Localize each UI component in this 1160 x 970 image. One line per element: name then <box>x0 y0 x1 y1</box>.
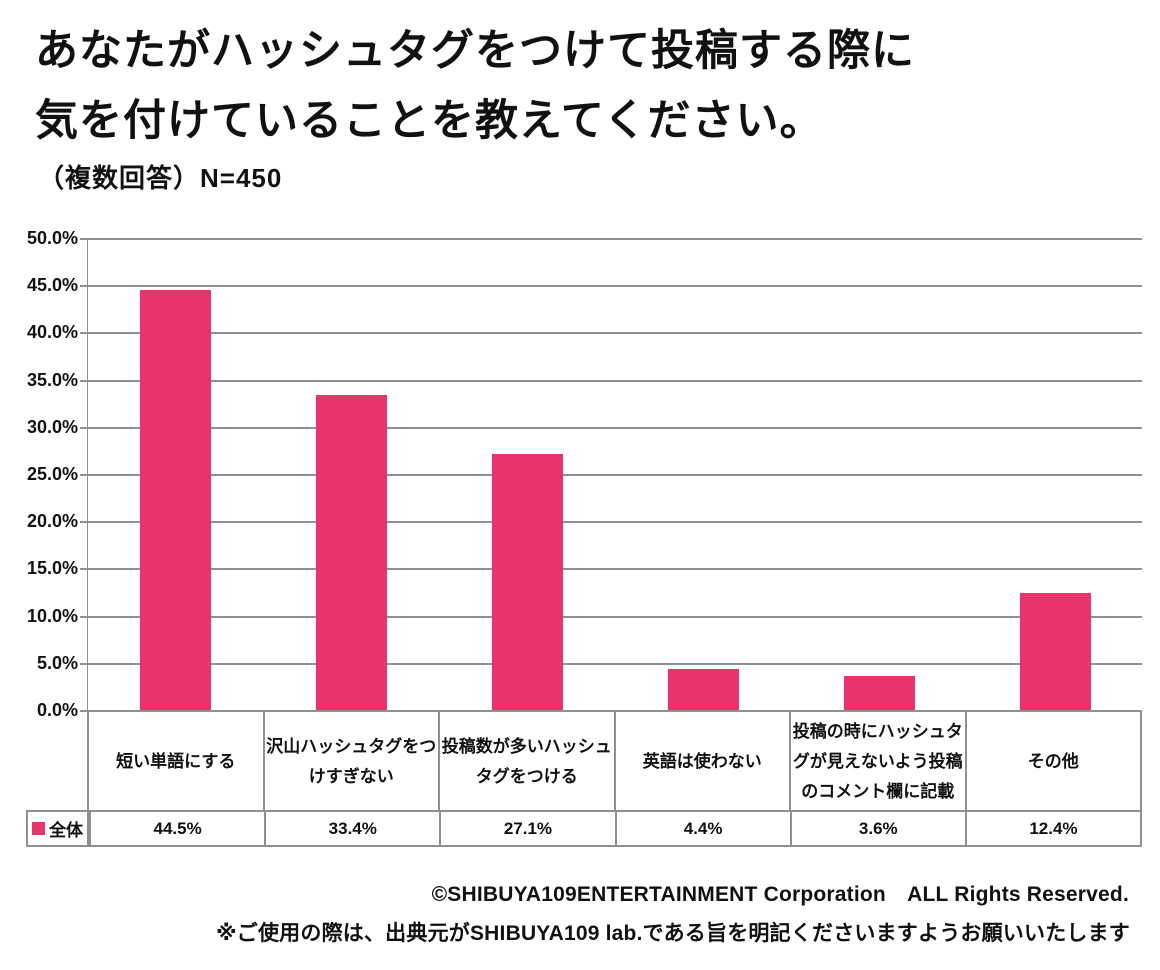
footer-usage-note: ※ご使用の際は、出典元がSHIBUYA109 lab.である旨を明記くださいます… <box>216 922 1130 945</box>
y-axis-tick <box>80 521 88 523</box>
gridline <box>88 616 1142 618</box>
legend-cell: 全体 <box>28 812 89 845</box>
page-title-line2: 気を付けていることを教えてください。 <box>35 97 824 145</box>
y-axis-tick <box>80 616 88 618</box>
y-axis-tick <box>80 285 88 287</box>
y-axis-tick-label: 50.0% <box>26 228 78 248</box>
y-axis-tick-label: 5.0% <box>36 653 78 673</box>
gridline <box>88 568 1142 570</box>
category-label: 短い単語にする <box>116 752 236 771</box>
bar-1 <box>140 289 211 710</box>
bar-3 <box>492 454 563 710</box>
value-cell: 4.4% <box>614 812 790 845</box>
y-axis-tick-label: 10.0% <box>26 606 78 626</box>
y-axis-tick <box>80 427 88 429</box>
y-axis-tick-label: 20.0% <box>26 511 78 531</box>
category-header-row: 短い単語にする 沢山ハッシュタグをつけすぎない 投稿数が多いハッシュタグをつける 英語… <box>87 710 1142 812</box>
legend-label: 全体 <box>49 821 83 840</box>
category-label: その他 <box>964 712 1141 812</box>
gridline <box>88 474 1142 476</box>
category-label: 投稿の時にハッシュタグが見えないよう投稿のコメント欄に記載 <box>789 712 965 812</box>
y-axis-tick <box>80 710 88 712</box>
y-axis-tick-label: 0.0% <box>36 700 78 720</box>
footer-copyright: ©SHIBUYA109ENTERTAINMENT Corporation ALL… <box>431 883 1129 906</box>
gridline <box>88 285 1142 287</box>
bar-4 <box>668 668 739 710</box>
gridline <box>88 332 1142 334</box>
y-axis: 50.0% 45.0% 40.0% 35.0% 30.0% 25.0% 20.0% 15.0%… <box>0 228 78 720</box>
gridline <box>88 521 1142 523</box>
y-axis-tick <box>80 238 88 240</box>
value-cell: 44.5% <box>89 812 264 845</box>
bar-2 <box>316 394 387 710</box>
page-title-line1: あなたがハッシュタグをつけて投稿する際に <box>35 27 915 75</box>
y-axis-tick-label: 35.0% <box>26 370 78 390</box>
legend-color-swatch-icon <box>32 822 45 835</box>
value-cell: 27.1% <box>439 812 614 845</box>
y-axis-tick <box>80 663 88 665</box>
y-axis-tick <box>80 380 88 382</box>
bar-5 <box>844 676 915 710</box>
gridline <box>88 663 1142 665</box>
y-axis-tick <box>80 332 88 334</box>
y-axis-tick-label: 25.0% <box>26 464 78 484</box>
value-row: 全体 44.5% 33.4% 27.1% 4.4% 3.6% 12.4% <box>26 810 1142 847</box>
y-axis-tick-label: 40.0% <box>26 322 78 342</box>
page-title: あなたがハッシュタグをつけて投稿する際に 気を付けていることを教えてください。 <box>35 16 915 156</box>
gridline <box>88 380 1142 382</box>
category-label: 英語は使わない <box>613 712 790 812</box>
y-axis-tick <box>80 474 88 476</box>
bar-chart-plot-area <box>80 238 1142 712</box>
chart-subtitle: （複数回答）N=450 <box>38 163 283 193</box>
value-cell: 33.4% <box>264 812 439 845</box>
y-axis-tick-label: 45.0% <box>26 275 78 295</box>
gridline <box>88 427 1142 429</box>
y-axis-tick-label: 15.0% <box>26 558 78 578</box>
category-label: 投稿数が多いハッシュタグをつける <box>438 712 614 812</box>
gridline <box>88 238 1142 240</box>
y-axis-tick <box>80 568 88 570</box>
bar-6 <box>1020 592 1091 710</box>
category-label: 沢山ハッシュタグをつけすぎない <box>262 712 439 812</box>
value-cell: 12.4% <box>964 812 1140 845</box>
value-cell: 3.6% <box>789 812 965 845</box>
y-axis-tick-label: 30.0% <box>26 417 78 437</box>
